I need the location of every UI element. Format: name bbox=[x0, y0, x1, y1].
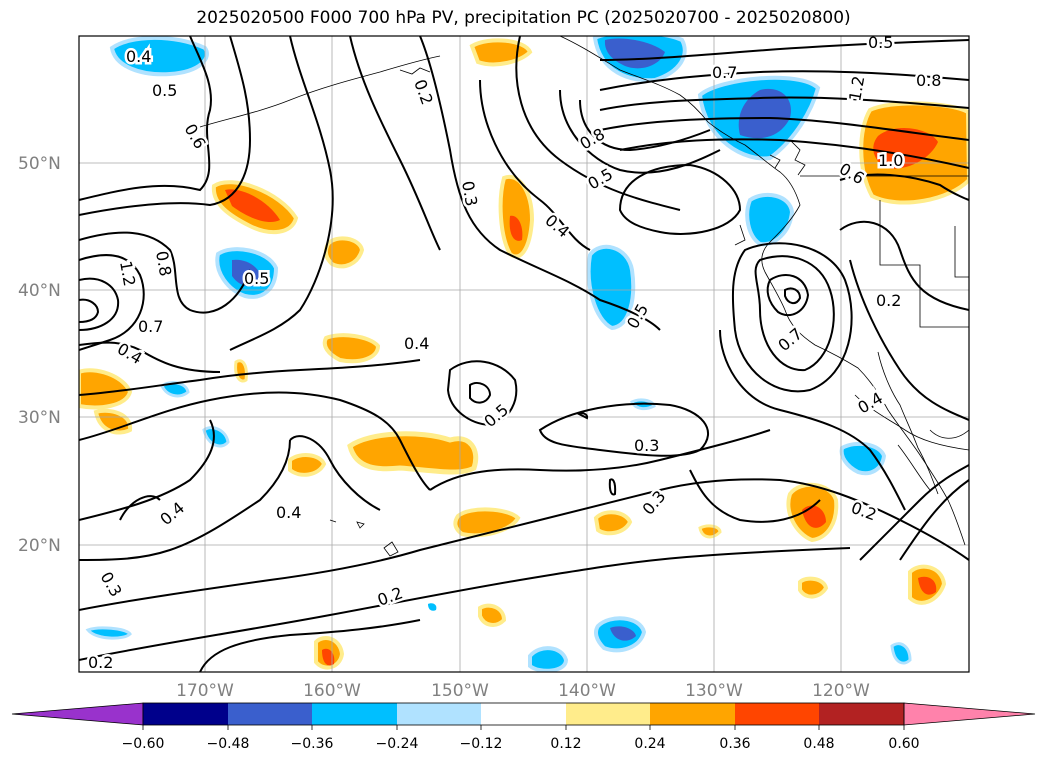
colorbar-tick: 0.36 bbox=[719, 736, 750, 752]
contour-label: 0.3 bbox=[97, 569, 126, 601]
contour-label: 0.7 bbox=[138, 317, 163, 336]
contour-label: 0.7 bbox=[712, 63, 737, 82]
map-title: 2025020500 F000 700 hPa PV, precipitatio… bbox=[196, 8, 851, 28]
colorbar-segment bbox=[312, 703, 397, 725]
pv-contours bbox=[79, 36, 969, 672]
colorbar-segment bbox=[143, 703, 228, 725]
contour-label: 1.2 bbox=[845, 74, 868, 102]
colorbar-extend-left bbox=[11, 702, 144, 726]
colorbar-segment bbox=[735, 703, 819, 725]
coastlines bbox=[199, 36, 969, 557]
contour-label: 0.2 bbox=[410, 77, 437, 107]
colorbar-tick: 0.24 bbox=[634, 736, 665, 752]
lat-label: 30°N bbox=[18, 408, 61, 428]
colorbar: −0.60 −0.48 −0.36 −0.24 −0.12 0.12 0.24 … bbox=[11, 702, 1036, 752]
contour-label: 0.5 bbox=[868, 33, 893, 52]
lon-label: 160°W bbox=[303, 681, 361, 701]
lon-label: 140°W bbox=[558, 681, 616, 701]
precip-shading bbox=[79, 36, 969, 672]
contour-label: 1.2 bbox=[116, 259, 139, 287]
contour-label: 0.4 bbox=[156, 498, 188, 529]
contour-label: 0.5 bbox=[480, 400, 512, 431]
contour-label: 0.7 bbox=[774, 324, 806, 355]
colorbar-tick: −0.24 bbox=[376, 736, 419, 752]
contour-label: 0.4 bbox=[541, 211, 573, 242]
lat-label: 50°N bbox=[18, 154, 61, 174]
latitude-labels: 50°N 40°N 30°N 20°N bbox=[18, 154, 61, 556]
lon-label: 150°W bbox=[431, 681, 489, 701]
contour-label: 0.8 bbox=[152, 249, 175, 277]
contour-label: 0.2 bbox=[88, 653, 113, 672]
contour-label: 0.8 bbox=[916, 71, 941, 90]
contour-label: 0.4 bbox=[404, 334, 429, 353]
graticule bbox=[79, 36, 969, 672]
contour-label: 0.3 bbox=[458, 179, 481, 207]
lon-label: 170°W bbox=[176, 681, 234, 701]
contour-label: 0.2 bbox=[375, 583, 405, 610]
longitude-labels: 170°W 160°W 150°W 140°W 130°W 120°W bbox=[176, 681, 870, 701]
colorbar-tick: −0.36 bbox=[291, 736, 334, 752]
colorbar-segment bbox=[819, 703, 904, 725]
contour-label: 0.3 bbox=[634, 436, 659, 455]
colorbar-segment bbox=[481, 703, 566, 725]
contour-label: 0.4 bbox=[276, 503, 301, 522]
colorbar-segment bbox=[397, 703, 481, 725]
colorbar-tick: 0.12 bbox=[550, 736, 581, 752]
contour-label: 0.5 bbox=[244, 269, 269, 288]
colorbar-tick: 0.48 bbox=[803, 736, 834, 752]
lon-label: 120°W bbox=[812, 681, 870, 701]
colorbar-tick: −0.48 bbox=[207, 736, 250, 752]
colorbar-segment bbox=[566, 703, 650, 725]
contour-label: 0.2 bbox=[876, 291, 901, 310]
colorbar-segment bbox=[650, 703, 735, 725]
lat-label: 40°N bbox=[18, 281, 61, 301]
contour-labels: 0.4 0.5 0.6 0.2 0.5 0.7 0.8 1.0 0.8 0.5 … bbox=[86, 31, 944, 675]
lat-label: 20°N bbox=[18, 536, 61, 556]
contour-label: 0.4 bbox=[126, 47, 151, 66]
contour-label: 0.3 bbox=[639, 487, 670, 519]
colorbar-tick: −0.12 bbox=[460, 736, 503, 752]
lon-label: 130°W bbox=[685, 681, 743, 701]
plot-frame bbox=[78, 35, 970, 673]
colorbar-extend-right bbox=[903, 702, 1036, 726]
contour-label: 1.0 bbox=[878, 151, 903, 170]
contour-label: 0.2 bbox=[849, 498, 879, 525]
colorbar-tick: 0.60 bbox=[888, 736, 919, 752]
contour-label: 0.4 bbox=[855, 388, 887, 417]
colorbar-tick: −0.60 bbox=[122, 736, 165, 752]
colorbar-segment bbox=[228, 703, 312, 725]
contour-label: 0.5 bbox=[152, 81, 177, 100]
